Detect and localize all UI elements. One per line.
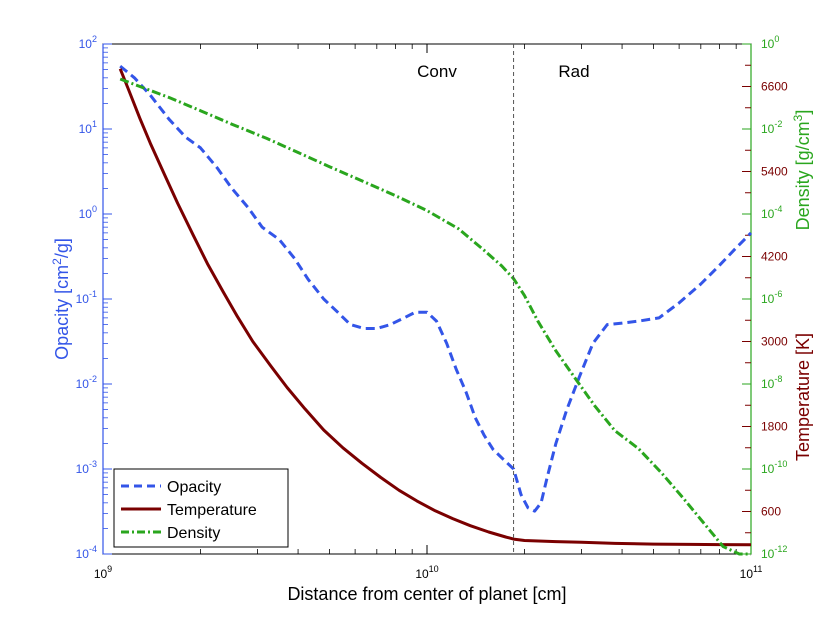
x-tick-label: 1010 (415, 564, 438, 581)
temperature-axis-title: Temperature [K] (793, 333, 813, 461)
opacity-tick-label-exp: -4 (89, 544, 97, 554)
region-label-rad: Rad (558, 62, 589, 81)
density-tick-label-base: 10 (761, 377, 775, 391)
opacity-tick-label-base: 10 (76, 377, 90, 391)
opacity-tick-label: 10-1 (76, 289, 97, 306)
temperature-axis-ticks: 600 1800 3000 4200 5400 6600 (742, 64, 788, 534)
series-layer (118, 64, 753, 556)
density-tick-label-exp: 0 (774, 34, 779, 44)
x-axis-title: Distance from center of planet [cm] (287, 584, 566, 604)
opacity-tick-label-base: 10 (79, 207, 93, 221)
temperature-tick-label: 1800 (761, 420, 788, 434)
density-axis-title-suffix: ] (793, 110, 813, 115)
density-tick-label-exp: -2 (774, 119, 782, 129)
region-label-conv: Conv (417, 62, 457, 81)
opacity-tick-label-exp: 0 (92, 204, 97, 214)
density-axis-title-prefix: Density [g/cm (793, 121, 813, 230)
density-axis-title: Density [g/cm3] (791, 110, 813, 231)
x-tick-label: 1011 (740, 564, 763, 581)
opacity-tick-label-exp: -1 (89, 289, 97, 299)
density-tick-label: 10-12 (761, 544, 787, 561)
density-tick-label-exp: -12 (774, 544, 787, 554)
opacity-tick-label-exp: -3 (89, 459, 97, 469)
opacity-tick-label-base: 10 (76, 462, 90, 476)
density-tick-label: 10-8 (761, 374, 782, 391)
density-tick-label: 10-2 (761, 119, 782, 136)
density-tick-label: 100 (761, 34, 779, 51)
legend-label-density: Density (167, 525, 220, 542)
x-tick-label-exp: 9 (107, 564, 112, 574)
density-tick-label-base: 10 (761, 207, 775, 221)
legend-label-opacity: Opacity (167, 479, 221, 496)
density-tick-label-exp: -4 (774, 204, 782, 214)
opacity-axis-title-prefix: Opacity [cm (52, 265, 72, 360)
opacity-tick-label: 10-3 (76, 459, 97, 476)
density-tick-label-base: 10 (761, 547, 775, 561)
opacity-tick-label-exp: 2 (92, 34, 97, 44)
opacity-tick-label: 101 (79, 119, 97, 136)
x-tick-label-exp: 10 (429, 564, 439, 574)
opacity-tick-label: 10-2 (76, 374, 97, 391)
density-tick-label: 10-10 (761, 459, 787, 476)
density-tick-label-exp: -8 (774, 374, 782, 384)
temperature-tick-label: 600 (761, 505, 781, 519)
opacity-tick-label: 10-4 (76, 544, 97, 561)
density-tick-label-base: 10 (761, 37, 775, 51)
series-temperature (118, 68, 752, 547)
temperature-tick-label: 4200 (761, 250, 788, 264)
x-tick-label-base: 10 (415, 567, 429, 581)
density-tick-label-base: 10 (761, 462, 775, 476)
x-tick-label-exp: 11 (753, 564, 762, 574)
opacity-tick-label-base: 10 (76, 547, 90, 561)
density-tick-label-exp: -6 (774, 289, 782, 299)
legend-label-temperature: Temperature (167, 502, 257, 519)
series-opacity (119, 64, 753, 513)
series-density (119, 77, 751, 556)
density-tick-label: 10-6 (761, 289, 782, 306)
opacity-tick-label-base: 10 (76, 292, 90, 306)
density-tick-label: 10-4 (761, 204, 782, 221)
temperature-tick-label: 5400 (761, 165, 788, 179)
x-tick-label: 109 (94, 564, 112, 581)
opacity-tick-label: 102 (79, 34, 97, 51)
opacity-tick-label-base: 10 (79, 122, 93, 136)
opacity-axis-title: Opacity [cm2/g] (50, 238, 72, 360)
density-tick-label-base: 10 (761, 292, 775, 306)
density-tick-label-base: 10 (761, 122, 775, 136)
density-tick-label-exp: -10 (774, 459, 787, 469)
opacity-tick-label-base: 10 (79, 37, 93, 51)
opacity-axis-title-sup: 2 (50, 258, 64, 265)
legend: Opacity Temperature Density (113, 468, 289, 548)
temperature-tick-label: 3000 (761, 335, 788, 349)
x-tick-label-base: 10 (94, 567, 108, 581)
opacity-tick-label: 100 (79, 204, 97, 221)
density-axis-title-sup: 3 (791, 114, 805, 121)
opacity-tick-label-exp: -2 (89, 374, 97, 384)
opacity-tick-label-exp: 1 (92, 119, 97, 129)
x-tick-label-base: 10 (740, 567, 754, 581)
temperature-tick-label: 6600 (761, 80, 788, 94)
opacity-axis-title-suffix: /g] (52, 238, 72, 258)
